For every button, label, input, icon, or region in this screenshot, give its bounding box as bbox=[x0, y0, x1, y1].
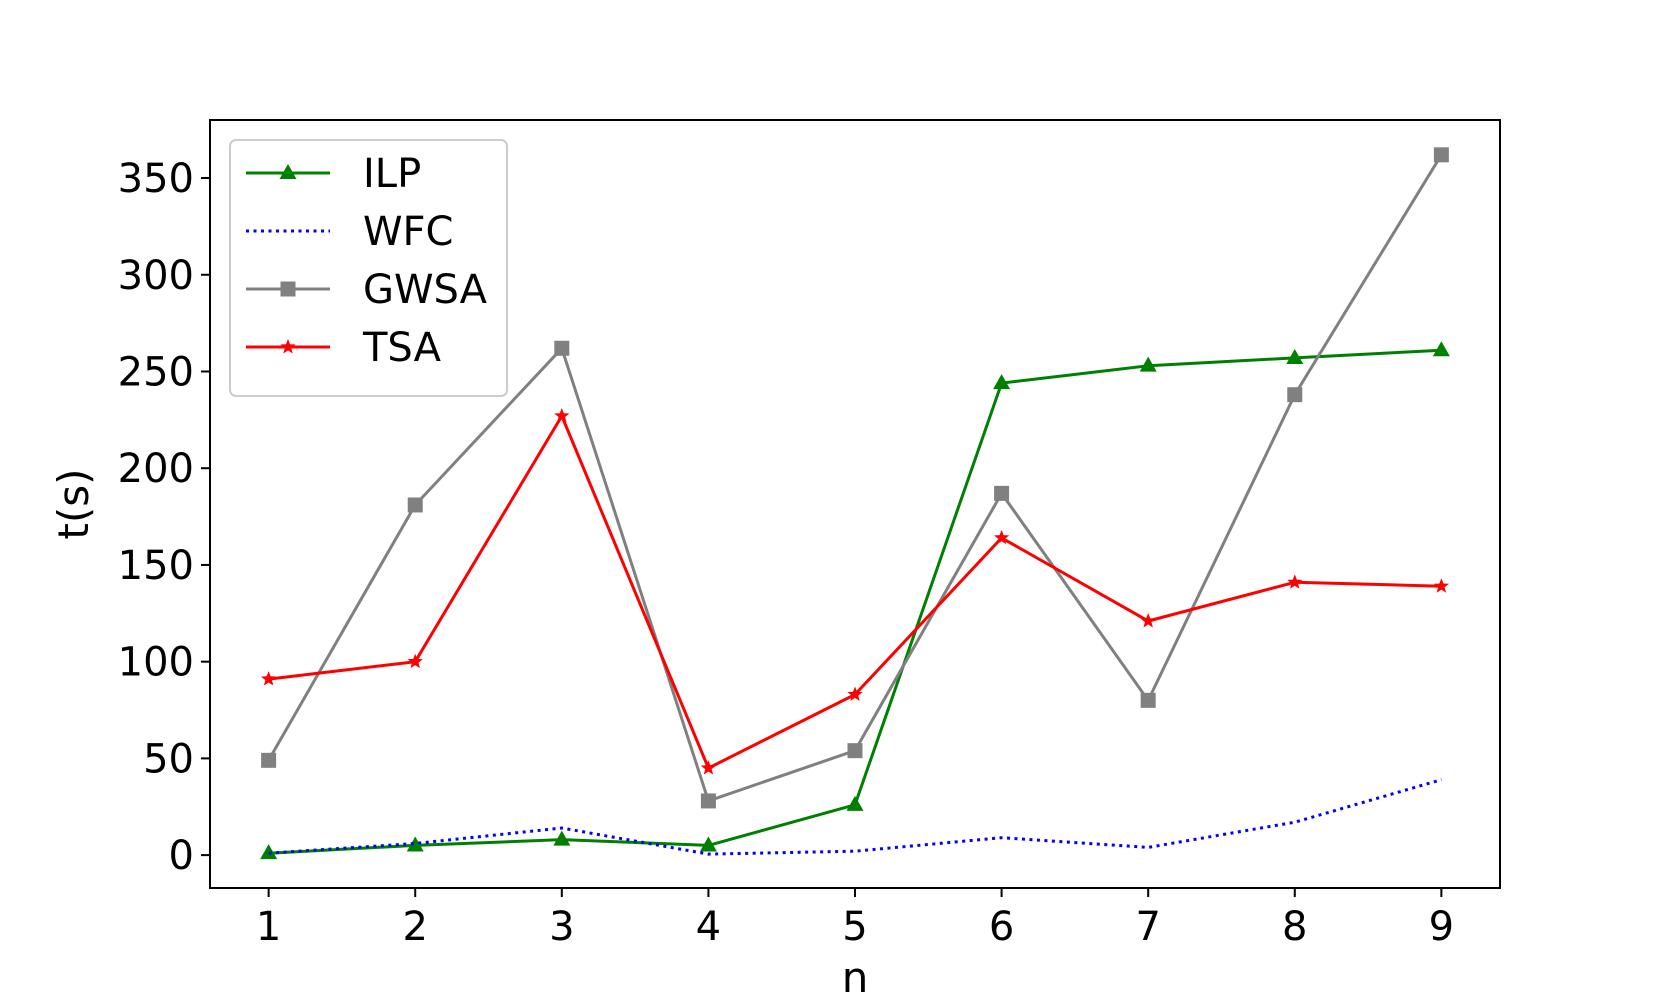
data-point bbox=[993, 374, 1011, 390]
series-tsa bbox=[261, 408, 1449, 775]
y-axis-ticks: 0 50 100 150 200 250 300 350 bbox=[118, 156, 210, 879]
data-point bbox=[994, 529, 1010, 545]
legend-label: ILP bbox=[363, 151, 421, 197]
x-tick-label: 8 bbox=[1282, 904, 1307, 950]
data-point bbox=[1433, 147, 1449, 163]
legend-box bbox=[229, 139, 508, 397]
data-point bbox=[406, 836, 424, 852]
y-tick-label: 300 bbox=[118, 253, 194, 299]
y-tick-label: 350 bbox=[118, 156, 194, 202]
data-point bbox=[847, 743, 863, 759]
y-tick-label: 250 bbox=[118, 349, 194, 395]
x-axis-ticks: 1 2 3 4 5 6 7 8 9 bbox=[256, 888, 1454, 950]
data-point bbox=[700, 793, 716, 809]
data-point bbox=[261, 752, 277, 768]
data-point bbox=[700, 760, 716, 775]
legend-entry-wfc: WFC bbox=[246, 209, 454, 255]
legend-swatch-marker bbox=[280, 339, 296, 354]
legend-label: GWSA bbox=[363, 267, 488, 313]
data-point bbox=[847, 686, 863, 701]
legend-swatch-marker bbox=[279, 164, 297, 179]
x-tick-label: 6 bbox=[989, 904, 1014, 950]
series-ilp bbox=[260, 341, 1450, 860]
x-tick-label: 4 bbox=[696, 904, 721, 950]
data-point bbox=[1140, 613, 1156, 628]
series-wfc bbox=[268, 778, 1442, 856]
legend-entry-gwsa: GWSA bbox=[246, 267, 488, 313]
data-point bbox=[260, 844, 278, 860]
data-point bbox=[1433, 578, 1449, 593]
legend-entry-tsa: TSA bbox=[246, 325, 442, 371]
data-point bbox=[407, 653, 423, 669]
data-point bbox=[1287, 574, 1303, 589]
data-point bbox=[699, 836, 717, 852]
data-point bbox=[1286, 348, 1304, 364]
x-tick-label: 9 bbox=[1429, 904, 1454, 950]
x-axis-label: n bbox=[842, 953, 869, 997]
legend-entry-ilp: ILP bbox=[246, 151, 421, 197]
data-point bbox=[261, 671, 277, 686]
data-point bbox=[846, 795, 864, 811]
legend-swatch-marker bbox=[280, 281, 296, 297]
data-point bbox=[554, 408, 570, 423]
data-point bbox=[994, 485, 1010, 501]
data-point bbox=[1139, 356, 1157, 372]
y-tick-label: 200 bbox=[118, 446, 194, 492]
data-point bbox=[554, 340, 570, 356]
y-tick-label: 150 bbox=[118, 543, 194, 589]
data-point bbox=[553, 830, 571, 846]
legend: ILP WFC GWSA TSA bbox=[229, 139, 508, 397]
y-tick-label: 100 bbox=[118, 640, 194, 686]
y-tick-label: 0 bbox=[169, 833, 194, 879]
y-tick-label: 50 bbox=[143, 736, 194, 782]
legend-label: TSA bbox=[362, 325, 442, 371]
series-line-wfc bbox=[268, 778, 1442, 856]
data-point bbox=[1432, 341, 1450, 357]
legend-label: WFC bbox=[363, 209, 454, 255]
series-gwsa bbox=[261, 147, 1449, 809]
x-tick-label: 2 bbox=[403, 904, 428, 950]
plot-lines bbox=[260, 147, 1450, 860]
x-tick-label: 1 bbox=[256, 904, 281, 950]
x-tick-label: 5 bbox=[842, 904, 867, 950]
x-tick-label: 3 bbox=[549, 904, 574, 950]
data-point bbox=[1140, 692, 1156, 708]
x-tick-label: 7 bbox=[1135, 904, 1160, 950]
y-axis-label: t(s) bbox=[49, 468, 98, 539]
data-point bbox=[1287, 387, 1303, 403]
data-point bbox=[407, 497, 423, 513]
